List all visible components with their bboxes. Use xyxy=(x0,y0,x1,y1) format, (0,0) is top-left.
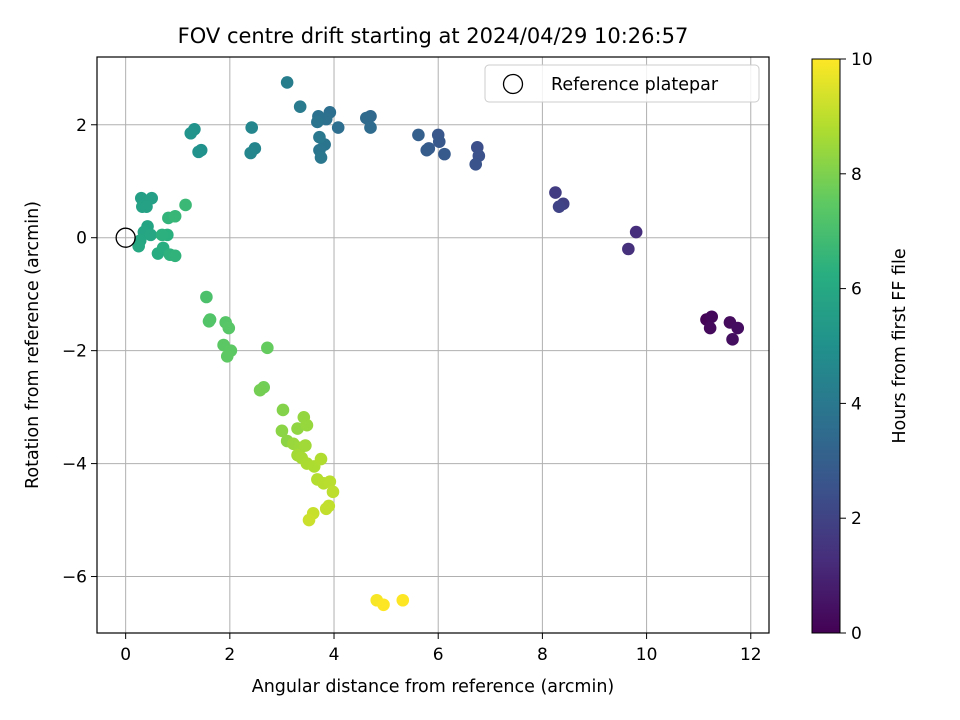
data-point xyxy=(293,100,307,113)
data-point xyxy=(396,593,410,607)
data-point xyxy=(144,228,157,242)
colorbar-ticks: 0 2 4 6 8 10 xyxy=(840,50,873,644)
legend: Reference platepar xyxy=(484,64,760,103)
x-axis-label: Angular distance from reference (arcmin) xyxy=(252,677,615,697)
colorbar-tick-label: 2 xyxy=(851,509,862,529)
data-point xyxy=(323,475,337,488)
colorbar-gradient xyxy=(811,58,841,634)
x-tick-label: 8 xyxy=(537,645,548,665)
x-tick-label: 12 xyxy=(740,645,762,665)
data-point xyxy=(314,452,328,466)
x-tick-label: 2 xyxy=(224,645,235,665)
colorbar: 0 2 4 6 8 10 Hours from first FF file xyxy=(811,50,910,644)
colorbar-tick-label: 0 xyxy=(851,624,862,644)
y-tick-label: −2 xyxy=(62,342,87,362)
legend-marker-icon xyxy=(502,73,524,95)
data-point xyxy=(168,249,182,263)
x-tick-label: 6 xyxy=(433,645,444,665)
data-point xyxy=(364,121,377,134)
legend-box xyxy=(484,64,760,103)
data-point xyxy=(184,126,198,140)
data-point xyxy=(420,143,434,157)
data-point xyxy=(629,225,643,239)
data-point xyxy=(261,341,274,355)
data-point xyxy=(300,418,314,432)
data-point xyxy=(412,128,425,142)
data-point xyxy=(360,111,373,125)
data-point xyxy=(731,321,745,335)
data-point xyxy=(319,502,333,516)
y-axis-ticks: −6 −4 −2 0 2 xyxy=(62,116,97,588)
reference-marker-layer xyxy=(115,227,136,248)
data-point xyxy=(703,321,717,335)
x-tick-label: 0 xyxy=(120,645,131,665)
data-point xyxy=(245,121,259,134)
x-tick-label: 10 xyxy=(636,645,658,665)
data-point xyxy=(438,147,451,161)
colorbar-tick-label: 4 xyxy=(851,394,862,414)
data-point xyxy=(132,239,145,253)
data-point xyxy=(552,200,566,213)
data-point xyxy=(244,146,257,160)
data-point xyxy=(432,135,446,149)
y-tick-label: −4 xyxy=(62,455,87,475)
grid-lines xyxy=(97,57,769,633)
data-point xyxy=(326,485,340,499)
x-axis-ticks: 0 2 4 6 8 10 12 xyxy=(120,633,762,665)
colorbar-tick-label: 8 xyxy=(851,165,862,185)
data-point xyxy=(253,383,267,397)
chart-title: FOV centre drift starting at 2024/04/29 … xyxy=(178,24,689,48)
data-point xyxy=(202,314,216,328)
data-point xyxy=(275,424,289,438)
plot-frame xyxy=(96,56,770,634)
data-point xyxy=(276,403,290,417)
colorbar-tick-label: 10 xyxy=(851,50,873,70)
data-point xyxy=(377,598,390,612)
x-tick-label: 4 xyxy=(329,645,340,665)
legend-entry-label: Reference platepar xyxy=(551,75,719,95)
data-points xyxy=(132,76,745,612)
data-point xyxy=(179,198,192,212)
data-point xyxy=(302,513,316,527)
data-point xyxy=(726,333,739,346)
y-tick-label: 0 xyxy=(76,229,87,249)
data-point xyxy=(222,321,236,335)
data-point xyxy=(469,157,483,171)
data-point xyxy=(622,242,635,256)
data-point xyxy=(192,145,205,159)
data-point xyxy=(331,121,345,134)
data-point xyxy=(140,200,153,213)
data-point xyxy=(313,130,326,144)
data-point xyxy=(299,439,312,452)
colorbar-label: Hours from first FF file xyxy=(890,248,910,443)
data-point xyxy=(168,209,182,223)
data-point xyxy=(311,115,324,129)
data-point xyxy=(549,186,562,199)
data-point xyxy=(155,228,169,242)
reference-platepar-marker xyxy=(115,227,136,248)
data-point xyxy=(280,76,294,89)
y-tick-label: 2 xyxy=(76,116,87,136)
colorbar-tick-label: 6 xyxy=(851,280,862,300)
y-tick-label: −6 xyxy=(62,568,87,588)
data-point xyxy=(314,151,328,164)
data-point xyxy=(705,310,718,324)
data-point xyxy=(220,349,234,363)
y-axis-label: Rotation from reference (arcmin) xyxy=(23,201,43,489)
data-point xyxy=(200,290,213,304)
